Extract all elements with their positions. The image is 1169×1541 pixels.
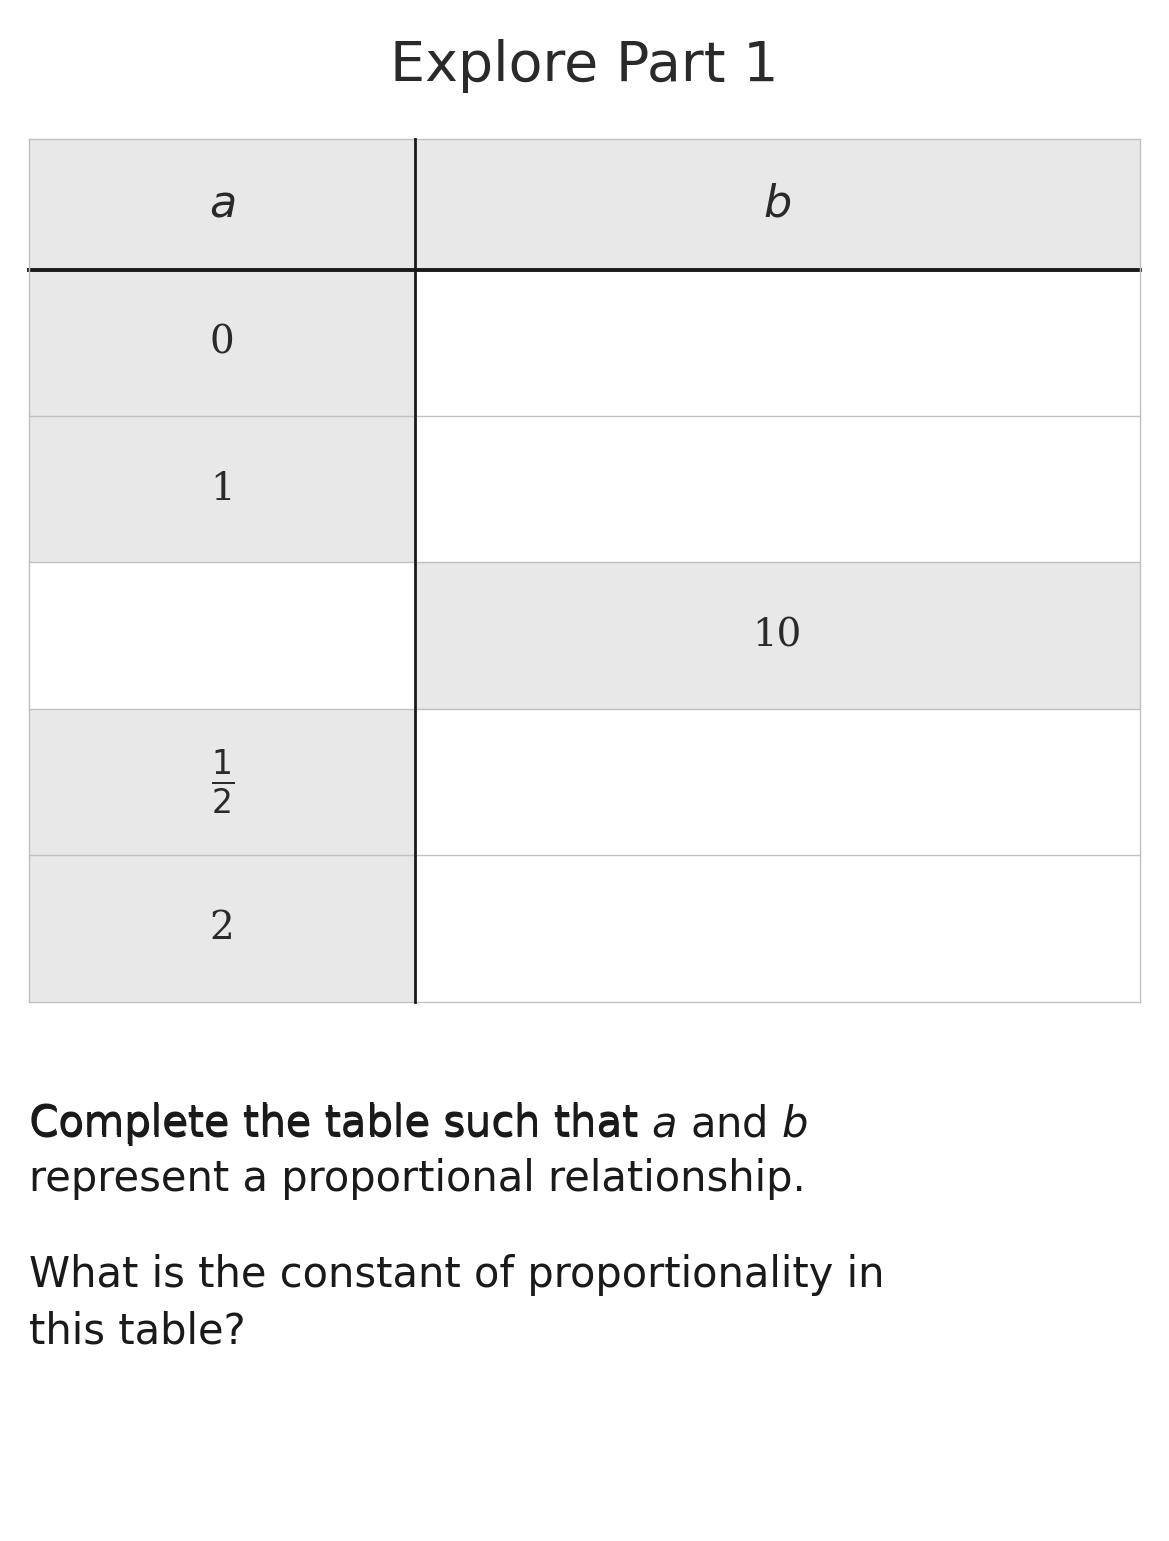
Text: 2: 2 (209, 909, 235, 948)
Bar (415, 562, 1140, 709)
Text: $\frac{1}{2}$: $\frac{1}{2}$ (210, 747, 234, 817)
Bar (415, 709, 1140, 855)
Bar (29, 855, 415, 1002)
Bar (415, 855, 1140, 1002)
Bar (29, 270, 415, 416)
Bar (415, 270, 1140, 416)
Bar (29, 562, 415, 709)
Text: $\mathbf{\mathit{a}}$: $\mathbf{\mathit{a}}$ (209, 183, 235, 225)
Text: Complete the table such that $a$ and $b$: Complete the table such that $a$ and $b$ (29, 1102, 808, 1148)
Text: Complete the table such that: Complete the table such that (29, 1102, 652, 1143)
Bar (29, 709, 415, 855)
Text: $\mathbf{\mathit{b}}$: $\mathbf{\mathit{b}}$ (763, 183, 791, 225)
Bar (415, 416, 1140, 562)
Text: represent a proportional relationship.: represent a proportional relationship. (29, 1159, 805, 1200)
Bar (415, 139, 1140, 270)
Bar (29, 139, 415, 270)
Text: What is the constant of proportionality in: What is the constant of proportionality … (29, 1254, 885, 1296)
Text: 10: 10 (753, 616, 802, 655)
Text: 1: 1 (209, 470, 235, 509)
Text: this table?: this table? (29, 1310, 245, 1351)
Bar (29, 416, 415, 562)
Text: Explore Part 1: Explore Part 1 (390, 39, 779, 92)
Text: 0: 0 (209, 324, 235, 362)
